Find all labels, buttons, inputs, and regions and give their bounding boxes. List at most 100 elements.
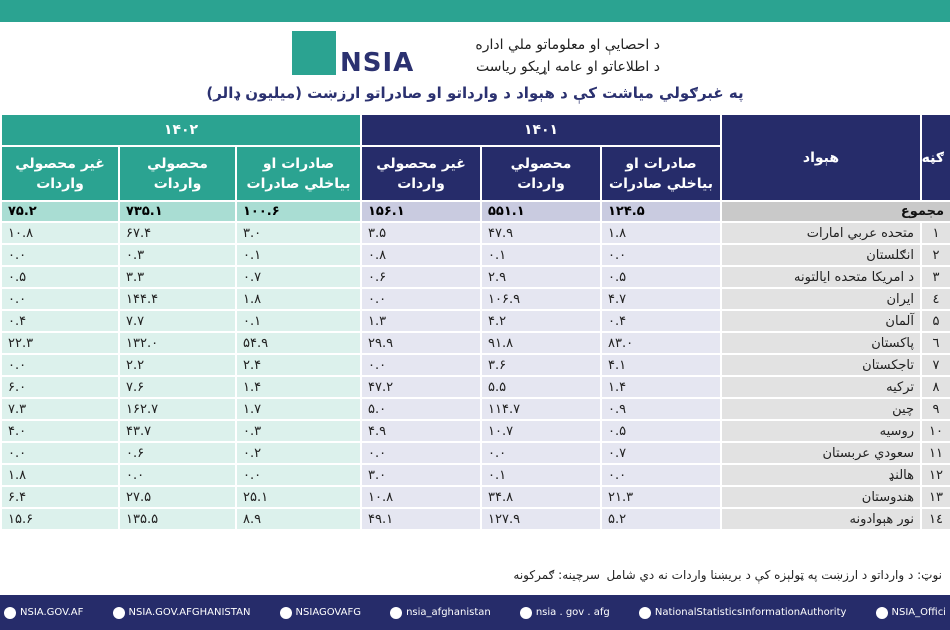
value: ۱۳۵.۵ <box>118 507 237 531</box>
country: تاجکستان <box>720 353 922 377</box>
value: ۱۰۶.۹ <box>480 287 602 311</box>
value: ۰.۰ <box>360 287 482 311</box>
logo-icon <box>292 31 336 75</box>
total-row: مجموع ۱۲۴.۵ ۵۵۱.۱ ۱۵۶.۱ ۱۰۰.۶ ۷۳۵.۱ ۷۵.۲ <box>0 200 950 223</box>
value: ۰.۰ <box>0 441 120 465</box>
value: ۰.۰ <box>600 243 722 267</box>
social-link: nsia . gov . afg <box>519 606 610 619</box>
value: ۳.۰ <box>235 221 362 245</box>
value: ۱۱۴.۷ <box>480 397 602 421</box>
value: ۱.۸ <box>600 221 722 245</box>
total-value: ۱۰۰.۶ <box>235 200 362 223</box>
country: د امریکا متحده ایالتونه <box>720 265 922 289</box>
value: ۷.۷ <box>118 309 237 333</box>
data-row: ۹ چین ۰.۹ ۱۱۴.۷ ۵.۰ ۱.۷ ۱۶۲.۷ ۷.۳ <box>0 397 950 421</box>
value: ۱.۳ <box>360 309 482 333</box>
row-number: ۹ <box>920 397 950 421</box>
value: ۷.۶ <box>118 375 237 399</box>
data-row: ۱٤ نور هېوادونه ۵.۲ ۱۲۷.۹ ۴۹.۱ ۸.۹ ۱۳۵.۵ ۱۵.۶ <box>0 507 950 531</box>
value: ۰.۰ <box>360 353 482 377</box>
value: ۰.۰ <box>0 353 120 377</box>
value: ۴۹.۱ <box>360 507 482 531</box>
data-row: ۱۱ سعودي عربستان ۰.۷ ۰.۰ ۰.۰ ۰.۲ ۰.۶ ۰.۰ <box>0 441 950 465</box>
value: ۰.۹ <box>600 397 722 421</box>
total-value: ۵۵۱.۱ <box>480 200 602 223</box>
note: نوټ: د وارداتو د ارزښت په ټولېزه کې د بر… <box>606 568 942 582</box>
year-header: ۱۴۰۱ <box>360 113 722 147</box>
value: ۰.۱ <box>480 243 602 267</box>
value: ۰.۰ <box>0 287 120 311</box>
value: ۲۵.۱ <box>235 485 362 509</box>
data-row: ۱۳ هندوستان ۲۱.۳ ۳۴.۸ ۱۰.۸ ۲۵.۱ ۲۷.۵ ۶.۴ <box>0 485 950 509</box>
value: ۲.۹ <box>480 265 602 289</box>
row-number: ۱۰ <box>920 419 950 443</box>
column-header: محصولي واردات <box>118 145 237 202</box>
value: ۳.۶ <box>480 353 602 377</box>
social-text: NationalStatisticsInformationAuthority <box>654 607 847 618</box>
data-row: ۱ متحده عربي امارات ۱.۸ ۴۷.۹ ۳.۵ ۳.۰ ۶۷.۴ ۱۰.۸ <box>0 221 950 245</box>
value: ۱.۴ <box>600 375 722 399</box>
value: ۱۲۷.۹ <box>480 507 602 531</box>
country: انګلستان <box>720 243 922 267</box>
value: ۷.۳ <box>0 397 120 421</box>
value: ۰.۳ <box>235 419 362 443</box>
value: ۱.۸ <box>235 287 362 311</box>
value: ۵.۲ <box>600 507 722 531</box>
total-label: مجموع <box>720 200 950 223</box>
value: ۴.۱ <box>600 353 722 377</box>
value: ۶.۴ <box>0 485 120 509</box>
data-row: ۱۲ هالنډ ۰.۰ ۰.۱ ۳.۰ ۰.۰ ۰.۰ ۱.۸ <box>0 463 950 487</box>
value: ۲.۲ <box>118 353 237 377</box>
data-row: ۷ تاجکستان ۴.۱ ۳.۶ ۰.۰ ۲.۴ ۲.۲ ۰.۰ <box>0 353 950 377</box>
social-text: NSIAGOVAFG <box>295 607 361 618</box>
value: ۵۴.۹ <box>235 331 362 355</box>
data-row: ۵ آلمان ۰.۴ ۴.۲ ۱.۳ ۰.۱ ۷.۷ ۰.۴ <box>0 309 950 333</box>
country: ترکیه <box>720 375 922 399</box>
value: ۳.۵ <box>360 221 482 245</box>
value: ۰.۰ <box>360 441 482 465</box>
social-icon <box>279 606 292 619</box>
source: سرچینه: ګمرکونه <box>513 568 600 582</box>
country: ایران <box>720 287 922 311</box>
value: ۰.۱ <box>235 309 362 333</box>
social-icon <box>112 606 125 619</box>
total-value: ۱۲۴.۵ <box>600 200 722 223</box>
org: د احصایې او معلوماتو ملي اداره د اطلاعات… <box>475 34 660 78</box>
value: ۴۳.۷ <box>118 419 237 443</box>
column-header: غیر محصولي واردات <box>0 145 120 202</box>
social-link: NSIAGOVAFG <box>279 606 361 619</box>
value: ۶.۰ <box>0 375 120 399</box>
column-header: محصولي واردات <box>480 145 602 202</box>
social-link: nsia_afghanistan <box>390 606 491 619</box>
value: ۱۴۴.۴ <box>118 287 237 311</box>
title: په غبرګولي میاشت کې د هېواد د وارداتو او… <box>206 84 744 102</box>
value: ۲۲.۳ <box>0 331 120 355</box>
org-line: د اطلاعاتو او عامه اړیکو ریاست <box>475 59 660 75</box>
social-icon <box>875 606 888 619</box>
social-link: NationalStatisticsInformationAuthority <box>638 606 847 619</box>
row-number: ٤ <box>920 287 950 311</box>
data-row: ۲ انګلستان ۰.۰ ۰.۱ ۰.۸ ۰.۱ ۰.۳ ۰.۰ <box>0 243 950 267</box>
year-header: ۱۴۰۲ <box>0 113 362 147</box>
social-icon <box>390 606 403 619</box>
column-header: صادرات او بیاخلي صادرات <box>235 145 362 202</box>
social-icon <box>4 606 16 619</box>
value: ۱۵.۶ <box>0 507 120 531</box>
value: ۴.۰ <box>0 419 120 443</box>
value: ۲۷.۵ <box>118 485 237 509</box>
social-text: NSIA.GOV.AF <box>20 607 84 618</box>
value: ۰.۰ <box>118 463 237 487</box>
value: ۰.۶ <box>360 265 482 289</box>
value: ۲.۴ <box>235 353 362 377</box>
row-number: ۸ <box>920 375 950 399</box>
row-number: ۳ <box>920 265 950 289</box>
value: ۵.۰ <box>360 397 482 421</box>
data-row: ٤ ایران ۴.۷ ۱۰۶.۹ ۰.۰ ۱.۸ ۱۴۴.۴ ۰.۰ <box>0 287 950 311</box>
country: متحده عربي امارات <box>720 221 922 245</box>
data-table: ګڼه هېواد ۱۴۰۱ ۱۴۰۲ صادرات او بیاخلي صاد… <box>0 113 950 531</box>
value: ۹۱.۸ <box>480 331 602 355</box>
social-link: NSIA.GOV.AF <box>4 606 84 619</box>
country: هندوستان <box>720 485 922 509</box>
value: ۰.۱ <box>235 243 362 267</box>
